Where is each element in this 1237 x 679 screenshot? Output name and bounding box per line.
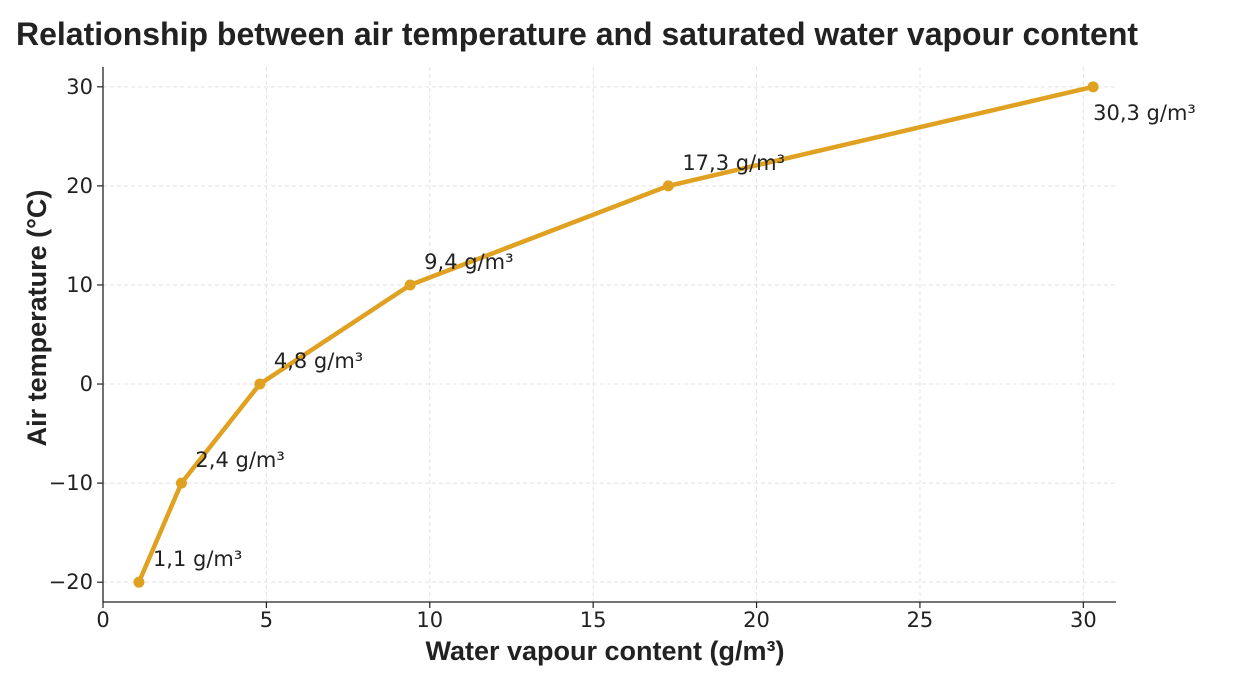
data-labels: 1,1 g/m³ 2,4 g/m³ 4,8 g/m³ 9,4 g/m³ 17,3 g/m… xyxy=(153,101,1196,571)
ticks: 0 5 10 15 20 25 30 −20 −10 0 10 20 30 xyxy=(49,75,1097,632)
grid xyxy=(102,67,1116,602)
x-tick-label: 5 xyxy=(260,608,273,632)
x-tick-label: 25 xyxy=(907,608,934,632)
y-tick-label: 20 xyxy=(66,174,93,198)
data-label: 2,4 g/m³ xyxy=(195,448,284,472)
y-tick-label: 30 xyxy=(66,75,93,99)
x-tick-label: 30 xyxy=(1070,608,1097,632)
data-point xyxy=(254,378,266,390)
data-label: 4,8 g/m³ xyxy=(274,349,363,373)
y-tick-label: 10 xyxy=(66,273,93,297)
series xyxy=(133,81,1099,588)
data-label: 1,1 g/m³ xyxy=(153,547,242,571)
data-point xyxy=(1087,81,1099,93)
x-tick-label: 15 xyxy=(580,608,607,632)
data-point xyxy=(133,576,145,588)
data-label: 30,3 g/m³ xyxy=(1093,101,1196,125)
x-tick-label: 10 xyxy=(416,608,443,632)
axes xyxy=(102,67,1116,603)
y-axis-label: Air temperature (°C) xyxy=(22,190,52,447)
chart-title: Relationship between air temperature and… xyxy=(16,16,1138,52)
data-point xyxy=(175,477,187,489)
x-tick-label: 0 xyxy=(96,608,109,632)
y-tick-label: −20 xyxy=(49,570,93,594)
data-point xyxy=(662,180,674,192)
x-tick-label: 20 xyxy=(743,608,770,632)
series-line xyxy=(136,84,1096,585)
y-tick-label: 0 xyxy=(80,372,93,396)
x-axis-label: Water vapour content (g/m³) xyxy=(425,636,784,666)
y-tick-label: −10 xyxy=(49,471,93,495)
data-label: 9,4 g/m³ xyxy=(424,250,513,274)
data-point xyxy=(404,279,416,291)
data-label: 17,3 g/m³ xyxy=(682,151,785,175)
